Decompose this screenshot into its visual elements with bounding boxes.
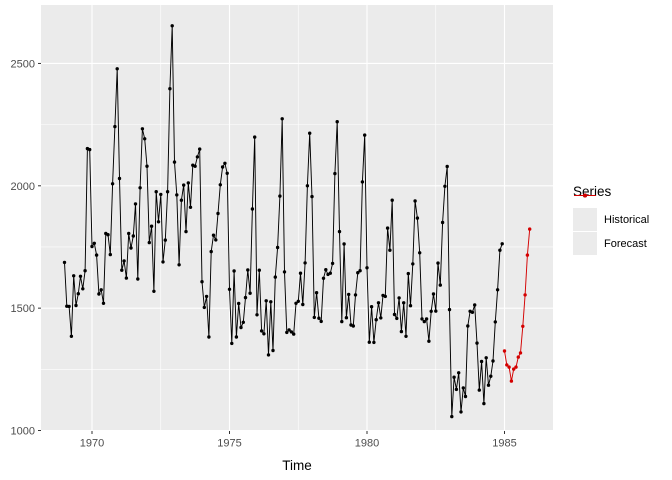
plot-panel: [41, 5, 553, 431]
y-tick-label: 2000: [11, 181, 35, 193]
series-line-historical: [64, 25, 503, 417]
legend-label-forecast: Forecast: [604, 237, 647, 250]
gridlines-major: [41, 5, 553, 432]
gridlines-minor: [41, 5, 553, 431]
x-tick-label: 1980: [355, 438, 379, 450]
forecast-line-point-icon: [573, 193, 597, 255]
x-axis-title: Time: [282, 458, 312, 473]
legend-item-forecast: Forecast: [573, 193, 649, 255]
axis-ticks: [38, 62, 505, 434]
x-tick-label: 1985: [492, 438, 516, 450]
y-tick-label: 1500: [11, 303, 35, 315]
y-tick-label: 2500: [11, 58, 35, 70]
legend-label-historical: Historical: [604, 213, 650, 226]
series-historical: [62, 24, 504, 419]
series-forecast: [502, 227, 532, 383]
axis-tick-labels: 1000 1500 2000 2500 1970 1975 1980 1985: [11, 58, 517, 449]
legend: Series Historical Forecast: [573, 184, 649, 256]
x-tick-label: 1970: [80, 438, 104, 450]
y-tick-label: 1000: [11, 426, 35, 438]
legend-item-historical: Historical: [573, 193, 650, 231]
historical-line-point-icon: [573, 193, 597, 231]
x-tick-label: 1975: [217, 438, 241, 450]
